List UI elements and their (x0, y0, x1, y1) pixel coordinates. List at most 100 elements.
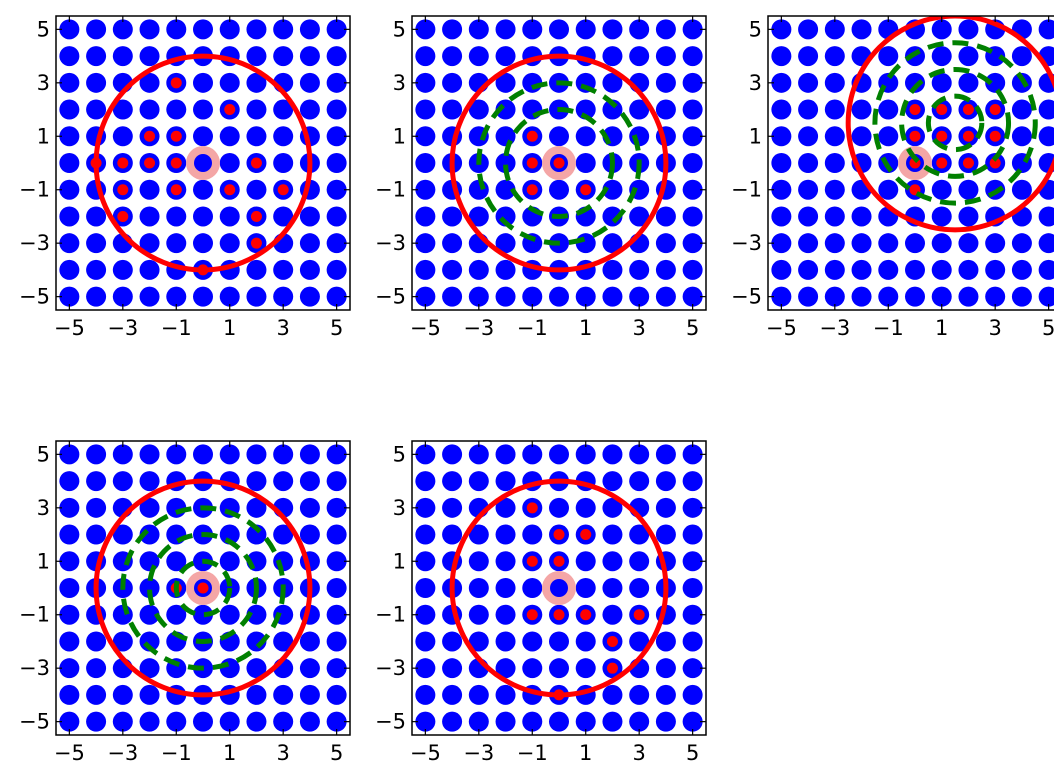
selected-point (117, 157, 129, 169)
grid-point (655, 444, 676, 465)
grid-point (655, 233, 676, 254)
grid-point (59, 126, 80, 147)
grid-point (682, 524, 703, 545)
grid-point (415, 658, 436, 679)
axes-frame (55, 440, 351, 736)
grid-point (549, 286, 569, 307)
y-tick-label: −5 (375, 285, 406, 309)
y-tick-label: 3 (393, 71, 406, 95)
selected-point (936, 130, 948, 142)
grid-point (86, 497, 107, 518)
grid-point (575, 444, 596, 465)
grid-point (139, 46, 160, 67)
x-tick-label: −5 (410, 316, 441, 340)
grid-point (112, 444, 133, 465)
grid-point (495, 578, 516, 598)
grid-point (522, 444, 543, 465)
grid-point (1038, 233, 1054, 254)
y-tick-label: 5 (37, 17, 50, 41)
grid-point (326, 444, 347, 465)
x-tick-label: −3 (463, 316, 494, 340)
grid-point (878, 259, 899, 280)
grid-point (59, 524, 80, 545)
grid-point (299, 19, 320, 40)
grid-point (166, 233, 187, 254)
grid-point (495, 179, 516, 200)
grid-point (415, 444, 436, 465)
grid-point (931, 233, 952, 254)
grid-point (326, 19, 347, 40)
grid-point (798, 233, 819, 254)
selected-point (117, 184, 129, 196)
grid-point (1011, 99, 1032, 120)
x-tick-label: 5 (686, 316, 699, 340)
grid-point (326, 286, 347, 307)
x-tick-label: 5 (1042, 316, 1054, 340)
grid-point (495, 259, 516, 280)
selected-point (250, 210, 262, 222)
grid-point (824, 126, 845, 147)
grid-point (798, 126, 819, 147)
x-tick-label: 3 (276, 316, 289, 340)
grid-point (299, 658, 320, 679)
grid-point (273, 524, 294, 545)
selected-point (989, 130, 1001, 142)
selected-point (170, 184, 182, 196)
grid-point (442, 471, 463, 492)
x-tick-label: 3 (988, 316, 1001, 340)
grid-point (549, 711, 569, 732)
grid-point (193, 99, 213, 120)
grid-point (824, 286, 845, 307)
grid-point (166, 711, 187, 732)
grid-point (442, 259, 463, 280)
grid-point (629, 19, 650, 40)
grid-point (1011, 46, 1032, 67)
grid-point (86, 46, 107, 67)
grid-point (166, 444, 187, 465)
grid-point (655, 711, 676, 732)
grid-point (931, 179, 952, 200)
y-tick-label: 1 (37, 124, 50, 148)
grid-point (299, 286, 320, 307)
grid-point (851, 126, 872, 147)
grid-point (299, 259, 320, 280)
grid-point (682, 19, 703, 40)
grid-point (139, 72, 160, 93)
grid-point (246, 286, 267, 307)
grid-point (59, 444, 80, 465)
inner-circle (476, 80, 642, 246)
grid-point (1038, 206, 1054, 227)
grid-point (273, 631, 294, 652)
grid-point (86, 72, 107, 93)
grid-point (771, 72, 792, 93)
grid-point (326, 46, 347, 67)
grid-point (824, 179, 845, 200)
outer-circle (449, 53, 669, 273)
grid-point (522, 19, 543, 40)
selected-point (526, 157, 538, 169)
grid-point (575, 631, 596, 652)
grid-point (575, 153, 596, 173)
grid-point (495, 604, 516, 625)
x-tick-label: −1 (517, 741, 548, 765)
x-tick-label: −1 (517, 316, 548, 340)
grid-point (219, 286, 240, 307)
grid-point (246, 259, 267, 280)
grid-point (549, 658, 569, 679)
y-tick-label: 1 (37, 549, 50, 573)
grid-point (771, 19, 792, 40)
grid-point (602, 524, 623, 545)
grid-point (602, 46, 623, 67)
grid-point (655, 19, 676, 40)
subplot-2: −5 −3 −1 1 3 5 5 3 1 −1 −3 −5 (375, 15, 707, 340)
grid-point (549, 497, 569, 518)
grid-point (905, 72, 925, 93)
grid-point (112, 631, 133, 652)
grid-point (682, 471, 703, 492)
y-tick-label: 5 (37, 442, 50, 466)
selected-point (553, 529, 565, 541)
selected-point (170, 77, 182, 89)
grid-point (602, 684, 623, 705)
grid-point (193, 72, 213, 93)
